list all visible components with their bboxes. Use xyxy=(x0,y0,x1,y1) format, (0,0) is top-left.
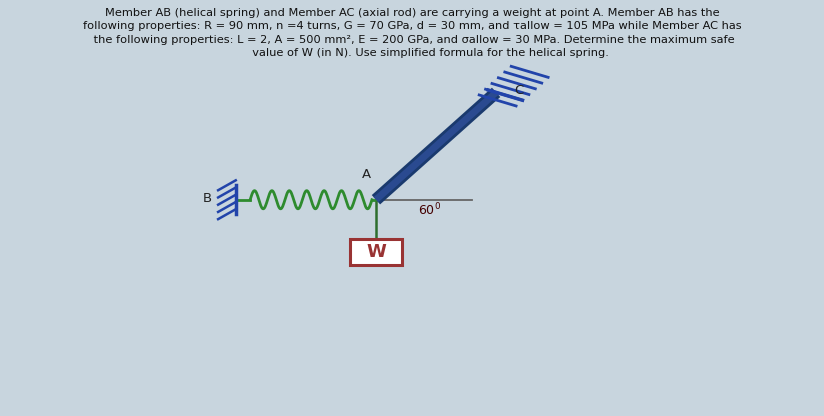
Text: C: C xyxy=(513,84,523,97)
Bar xyxy=(350,239,402,265)
Text: 60$^0$: 60$^0$ xyxy=(418,202,441,218)
Text: B: B xyxy=(204,193,213,206)
Text: A: A xyxy=(362,168,371,181)
Text: Member AB (helical spring) and Member AC (axial rod) are carrying a weight at po: Member AB (helical spring) and Member AC… xyxy=(82,7,742,58)
Text: W: W xyxy=(366,243,386,261)
